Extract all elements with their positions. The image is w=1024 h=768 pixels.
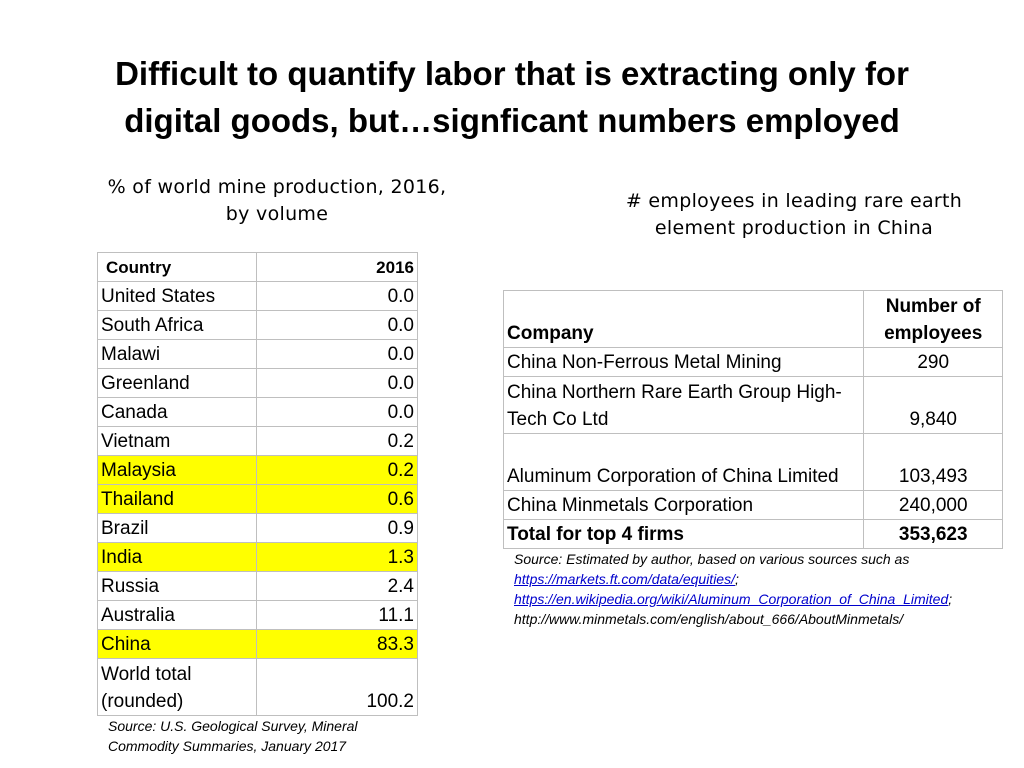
table-row: China Non-Ferrous Metal Mining 290 xyxy=(502,347,1003,377)
source-link-minmetals: http://www.minmetals.com/english/about_6… xyxy=(514,611,904,627)
table-row: Malawi 0.0 xyxy=(97,339,419,369)
column-header-employees: Number of employees xyxy=(863,290,1003,348)
mine-production-rows: United States 0.0 South Africa 0.0 Malawi 0.0… xyxy=(97,281,419,716)
country-cell: Brazil xyxy=(97,513,257,543)
table-row: Vietnam 0.2 xyxy=(97,426,419,456)
total-label-cell: World total (rounded) xyxy=(97,658,257,716)
company-cell: China Non-Ferrous Metal Mining xyxy=(502,347,865,377)
company-cell: China Minmetals Corporation xyxy=(502,490,865,520)
slide-title-line-1: Difficult to quantify labor that is extr… xyxy=(115,55,909,92)
slide-title: Difficult to quantify labor that is extr… xyxy=(40,50,984,144)
country-cell: Thailand xyxy=(97,484,257,514)
company-cell: China Northern Rare Earth Group High-Tec… xyxy=(502,376,865,434)
mine-production-table: Country 2016 United States 0.0 South Afric… xyxy=(97,252,419,716)
employees-cell: 240,000 xyxy=(863,490,1003,520)
country-cell: Vietnam xyxy=(97,426,257,456)
country-cell: South Africa xyxy=(97,310,257,340)
country-cell: Malaysia xyxy=(97,455,257,485)
country-cell: India xyxy=(97,542,257,572)
table-row: China Northern Rare Earth Group High-Tec… xyxy=(502,376,1003,434)
table-row: Thailand 0.6 xyxy=(97,484,419,514)
table-row: Russia 2.4 xyxy=(97,571,419,601)
slide-title-line-2: digital goods, but…signficant numbers em… xyxy=(124,102,900,139)
employees-rows: China Non-Ferrous Metal Mining 290 China N… xyxy=(502,347,1003,549)
source-link-wikipedia[interactable]: https://en.wikipedia.org/wiki/Aluminum_C… xyxy=(514,591,949,607)
company-cell: Aluminum Corporation of China Limited xyxy=(502,433,865,491)
share-value-cell: 0.0 xyxy=(255,281,419,311)
column-header-year: 2016 xyxy=(255,252,419,282)
table-row: Aluminum Corporation of China Limited 103… xyxy=(502,433,1003,491)
left-source-note: Source: U.S. Geological Survey, Mineral … xyxy=(108,718,358,754)
country-cell: Australia xyxy=(97,600,257,630)
source-line-1: https://markets.ft.com/data/equities/; xyxy=(514,569,994,589)
table-row: China Minmetals Corporation 240,000 xyxy=(502,490,1003,520)
right-source-note: Source: Estimated by author, based on va… xyxy=(514,549,994,629)
share-value-cell: 0.0 xyxy=(255,368,419,398)
total-label-cell: Total for top 4 firms xyxy=(502,519,865,549)
source-separator: ; xyxy=(948,591,953,607)
source-intro: Source: Estimated by author, based on va… xyxy=(514,551,910,567)
total-row: World total (rounded) 100.2 xyxy=(97,658,419,716)
total-value-cell: 353,623 xyxy=(863,519,1003,549)
country-cell: China xyxy=(97,629,257,659)
table-row: United States 0.0 xyxy=(97,281,419,311)
share-value-cell: 0.0 xyxy=(255,397,419,427)
share-value-cell: 2.4 xyxy=(255,571,419,601)
country-cell: Russia xyxy=(97,571,257,601)
share-value-cell: 0.2 xyxy=(255,455,419,485)
table-row: India 1.3 xyxy=(97,542,419,572)
employees-cell: 290 xyxy=(863,347,1003,377)
source-separator: ; xyxy=(735,571,739,587)
country-cell: Greenland xyxy=(97,368,257,398)
share-value-cell: 1.3 xyxy=(255,542,419,572)
table-row: Canada 0.0 xyxy=(97,397,419,427)
employees-cell: 9,840 xyxy=(863,376,1003,434)
table-row: Malaysia 0.2 xyxy=(97,455,419,485)
right-table-caption: # employees in leading rare earth elemen… xyxy=(625,190,963,239)
share-value-cell: 83.3 xyxy=(255,629,419,659)
employees-table: Company Number of employees China Non-Fe… xyxy=(502,290,1003,549)
table-row: China 83.3 xyxy=(97,629,419,659)
share-value-cell: 0.9 xyxy=(255,513,419,543)
left-table-caption: % of world mine production, 2016, by vol… xyxy=(107,176,447,225)
share-value-cell: 0.0 xyxy=(255,339,419,369)
source-line-2: https://en.wikipedia.org/wiki/Aluminum_C… xyxy=(514,589,994,609)
table-row: Greenland 0.0 xyxy=(97,368,419,398)
country-cell: United States xyxy=(97,281,257,311)
share-value-cell: 11.1 xyxy=(255,600,419,630)
total-value-cell: 100.2 xyxy=(255,658,419,716)
column-header-company: Company xyxy=(502,290,865,348)
table-header-row: Company Number of employees xyxy=(502,290,1003,348)
share-value-cell: 0.0 xyxy=(255,310,419,340)
country-cell: Malawi xyxy=(97,339,257,369)
country-cell: Canada xyxy=(97,397,257,427)
table-row: Australia 11.1 xyxy=(97,600,419,630)
source-link-ft[interactable]: https://markets.ft.com/data/equities/ xyxy=(514,571,735,587)
share-value-cell: 0.6 xyxy=(255,484,419,514)
share-value-cell: 0.2 xyxy=(255,426,419,456)
table-row: South Africa 0.0 xyxy=(97,310,419,340)
table-header-row: Country 2016 xyxy=(97,252,419,282)
column-header-country: Country xyxy=(97,252,257,282)
table-row: Brazil 0.9 xyxy=(97,513,419,543)
total-row: Total for top 4 firms 353,623 xyxy=(502,519,1003,549)
employees-cell: 103,493 xyxy=(863,433,1003,491)
